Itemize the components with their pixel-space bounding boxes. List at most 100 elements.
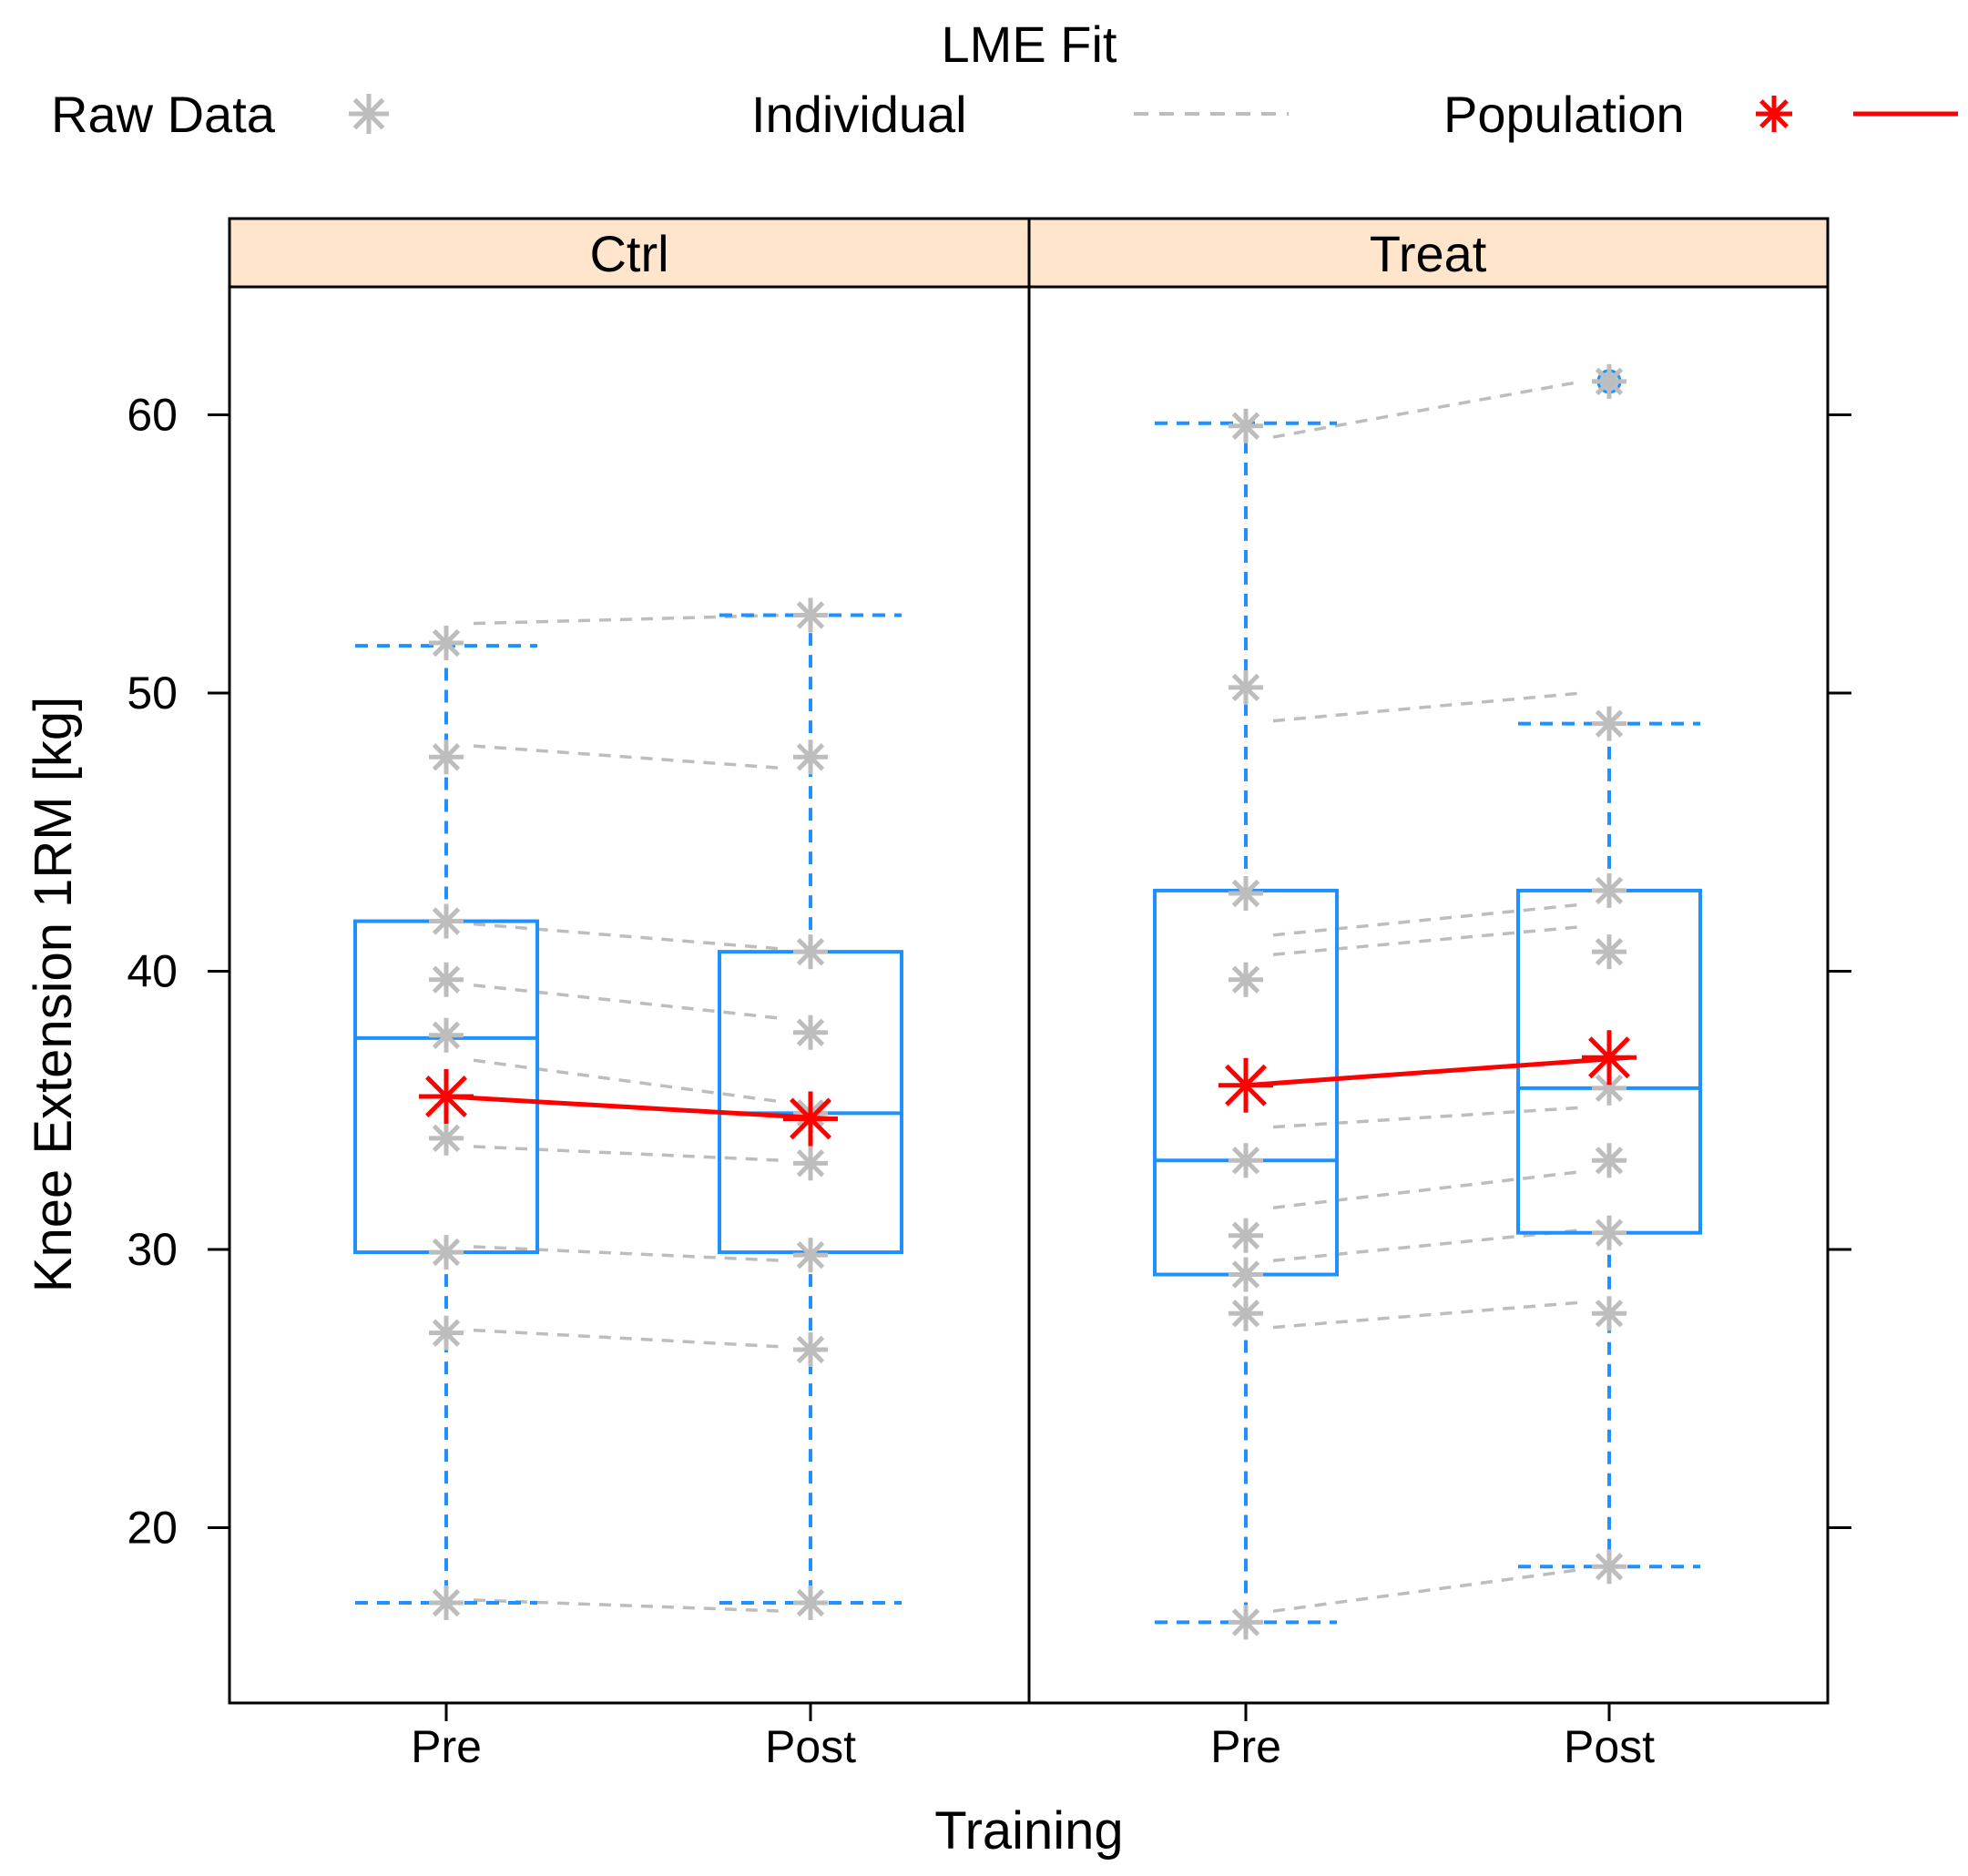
population-point xyxy=(419,1069,474,1125)
raw-data-point-stroke xyxy=(1231,1221,1260,1249)
raw-data-point-stroke xyxy=(432,907,461,935)
raw-data-point-stroke xyxy=(1231,1300,1260,1328)
raw-data-point xyxy=(1229,669,1263,705)
x-tick-label-treat-pre: Pre xyxy=(1210,1721,1281,1772)
individual-fit-line xyxy=(1272,691,1583,723)
raw-data-point xyxy=(1229,1143,1263,1178)
individual-fit-line xyxy=(1272,380,1583,439)
raw-data-point-stroke xyxy=(1231,879,1260,908)
raw-data-point-stroke xyxy=(1595,876,1624,905)
raw-data-point-stroke xyxy=(432,1238,461,1267)
raw-data-point-stroke xyxy=(796,1240,825,1269)
y-axis-title: Knee Extension 1RM [kg] xyxy=(24,697,83,1292)
legend-population-asterisk xyxy=(1756,96,1792,132)
raw-data-point xyxy=(1229,875,1263,911)
raw-data-point xyxy=(1229,1605,1263,1640)
strip-label-ctrl: Ctrl xyxy=(589,225,668,282)
raw-data-point-stroke xyxy=(1595,1300,1624,1328)
raw-data-point xyxy=(1229,1257,1263,1292)
population-point xyxy=(1219,1057,1273,1113)
raw-data-point-stroke xyxy=(432,1124,461,1153)
x-tick-label-ctrl-post: Post xyxy=(765,1721,856,1772)
raw-data-point xyxy=(793,739,828,775)
raw-data-point xyxy=(1592,872,1626,908)
raw-data-point-stroke xyxy=(796,743,825,771)
population-point-stroke xyxy=(425,1076,467,1117)
raw-data-point-stroke xyxy=(796,1588,825,1617)
legend-population-asterisk-icon xyxy=(1756,96,1792,132)
raw-data-point-stroke xyxy=(1231,1147,1260,1175)
panel-series-ctrl xyxy=(353,597,903,1621)
raw-data-point-stroke xyxy=(796,937,825,966)
raw-data-point xyxy=(1592,1215,1626,1250)
individual-fit-line xyxy=(1272,1567,1583,1613)
raw-data-point xyxy=(793,597,828,633)
raw-data-point-stroke xyxy=(432,1319,461,1347)
raw-data-point xyxy=(429,626,464,661)
legend: LME Fit Raw Data Individual Population xyxy=(51,15,1958,143)
raw-data-point xyxy=(1592,706,1626,741)
raw-data-point-stroke xyxy=(1595,1074,1624,1103)
legend-raw-asterisk-icon xyxy=(349,94,389,134)
individual-fit-line xyxy=(473,613,784,626)
strip-label-treat: Treat xyxy=(1370,225,1487,282)
raw-data-point xyxy=(1592,363,1626,399)
x-tick-label-treat-post: Post xyxy=(1564,1721,1655,1772)
population-point-stroke xyxy=(1588,1036,1630,1079)
population-fit-line xyxy=(445,1094,831,1121)
raw-data-point-stroke xyxy=(1595,937,1624,966)
raw-data-point-stroke xyxy=(1595,1147,1624,1175)
panel-ctrl xyxy=(228,285,1031,1705)
x-tick-label-ctrl-pre: Pre xyxy=(411,1721,482,1772)
raw-data-point-stroke xyxy=(432,743,461,771)
raw-data-point xyxy=(429,1315,464,1351)
raw-data-point-stroke xyxy=(1595,367,1624,396)
raw-data-point-stroke xyxy=(1231,1260,1260,1289)
individual-fit-line xyxy=(473,1598,784,1613)
raw-data-point xyxy=(429,1585,464,1621)
raw-data-point-stroke xyxy=(1231,1608,1260,1636)
individual-fit-line xyxy=(473,1245,784,1263)
legend-individual-label: Individual xyxy=(751,86,967,143)
raw-data-point-stroke xyxy=(432,1021,461,1050)
y-tick-label: 60 xyxy=(127,390,178,441)
legend-raw-asterisk-stroke xyxy=(352,97,385,130)
y-tick-label: 50 xyxy=(127,668,178,719)
individual-fit-line xyxy=(1272,1169,1583,1209)
panel-series-treat xyxy=(1153,363,1702,1640)
raw-data-point xyxy=(1229,962,1263,997)
individual-fit-line xyxy=(1272,1106,1583,1129)
individual-fit-line xyxy=(473,1058,784,1104)
individual-fit-line xyxy=(473,1145,784,1163)
population-point xyxy=(1582,1030,1637,1086)
axis-ticks xyxy=(208,413,1851,1721)
raw-data-point-stroke xyxy=(796,1335,825,1364)
raw-data-point-stroke xyxy=(1231,412,1260,440)
raw-data-point xyxy=(1592,1549,1626,1585)
individual-fit-line xyxy=(1272,1300,1583,1330)
y-tick-label: 20 xyxy=(127,1503,178,1554)
raw-data-point xyxy=(793,1146,828,1181)
y-tick-label: 30 xyxy=(127,1224,178,1275)
individual-fit-line xyxy=(473,744,784,770)
individual-fit-line xyxy=(1272,902,1583,937)
raw-data-point xyxy=(793,1014,828,1050)
raw-data-point xyxy=(429,739,464,775)
raw-data-point-stroke xyxy=(432,1588,461,1617)
raw-data-point xyxy=(1592,1296,1626,1331)
population-point-stroke xyxy=(790,1097,831,1140)
raw-data-point-stroke xyxy=(1231,965,1260,994)
raw-data-point-stroke xyxy=(796,1018,825,1046)
raw-data-point xyxy=(793,1238,828,1273)
raw-data-point-stroke xyxy=(1231,673,1260,702)
box-pre xyxy=(1153,421,1339,1625)
raw-data-point xyxy=(793,1585,828,1621)
individual-fit-line xyxy=(473,922,784,951)
raw-data-point xyxy=(793,1332,828,1368)
legend-title: LME Fit xyxy=(942,15,1117,73)
plot-area xyxy=(353,363,1702,1640)
raw-data-point xyxy=(429,903,464,939)
individual-fit-line xyxy=(473,984,784,1021)
panel-treat xyxy=(1027,285,1830,1705)
